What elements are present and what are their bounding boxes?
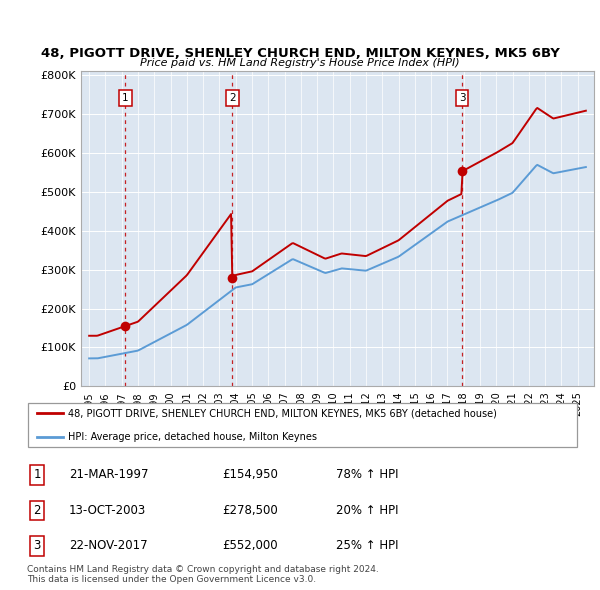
Text: 3: 3 — [459, 93, 466, 103]
Text: £154,950: £154,950 — [222, 468, 278, 481]
Text: 21-MAR-1997: 21-MAR-1997 — [69, 468, 149, 481]
Text: 78% ↑ HPI: 78% ↑ HPI — [336, 468, 398, 481]
Text: 13-OCT-2003: 13-OCT-2003 — [69, 504, 146, 517]
Text: 1: 1 — [34, 468, 41, 481]
Text: 48, PIGOTT DRIVE, SHENLEY CHURCH END, MILTON KEYNES, MK5 6BY (detached house): 48, PIGOTT DRIVE, SHENLEY CHURCH END, MI… — [68, 408, 497, 418]
Text: 25% ↑ HPI: 25% ↑ HPI — [336, 539, 398, 552]
Text: 20% ↑ HPI: 20% ↑ HPI — [336, 504, 398, 517]
Text: 22-NOV-2017: 22-NOV-2017 — [69, 539, 148, 552]
Text: £278,500: £278,500 — [222, 504, 278, 517]
Text: £552,000: £552,000 — [222, 539, 278, 552]
FancyBboxPatch shape — [28, 403, 577, 447]
Text: HPI: Average price, detached house, Milton Keynes: HPI: Average price, detached house, Milt… — [68, 432, 317, 441]
Text: 48, PIGOTT DRIVE, SHENLEY CHURCH END, MILTON KEYNES, MK5 6BY: 48, PIGOTT DRIVE, SHENLEY CHURCH END, MI… — [41, 47, 559, 60]
Text: Contains HM Land Registry data © Crown copyright and database right 2024.
This d: Contains HM Land Registry data © Crown c… — [27, 565, 379, 584]
Text: 2: 2 — [34, 504, 41, 517]
Text: 2: 2 — [229, 93, 236, 103]
Text: Price paid vs. HM Land Registry's House Price Index (HPI): Price paid vs. HM Land Registry's House … — [140, 58, 460, 68]
Text: 3: 3 — [34, 539, 41, 552]
Text: 1: 1 — [122, 93, 128, 103]
